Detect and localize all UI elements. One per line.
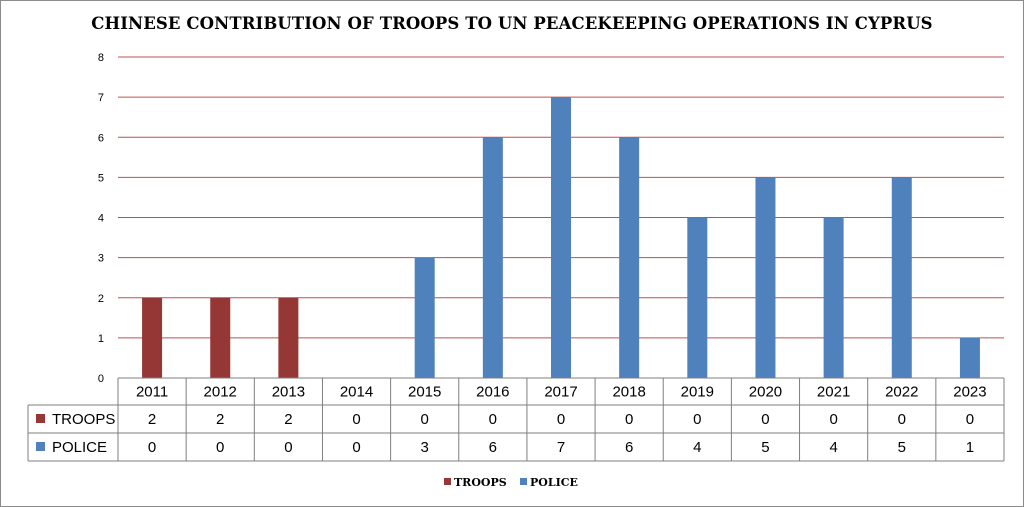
category-label: 2013 — [272, 384, 305, 401]
legend-label: POLICE — [530, 476, 578, 489]
bar-police-2023 — [959, 337, 980, 378]
bars — [142, 97, 980, 378]
bar-police-2022 — [891, 177, 912, 378]
y-axis: 0 1 2 3 4 5 6 7 8 — [98, 52, 104, 385]
table-value: 0 — [148, 439, 156, 456]
category-label: 2011 — [136, 384, 168, 401]
table-value: 6 — [489, 439, 497, 456]
table-value: 0 — [352, 411, 360, 428]
legend-key-police — [520, 478, 527, 485]
y-tick-label: 0 — [98, 373, 104, 385]
table-value: 3 — [421, 439, 429, 456]
data-table: 2011 2012 2013 2014 2015 2016 2017 2018 2019 2020… — [27, 377, 1005, 462]
table-value: 5 — [898, 439, 906, 456]
legend-label: TROOPS — [454, 476, 507, 489]
y-tick-label: 3 — [98, 253, 104, 265]
bar-police-2018 — [619, 137, 640, 378]
category-label: 2015 — [408, 384, 441, 401]
y-tick-label: 6 — [98, 132, 104, 144]
bar-police-2015 — [414, 257, 435, 378]
table-key-police — [36, 442, 45, 451]
table-value: 0 — [284, 439, 292, 456]
table-value: 0 — [352, 439, 360, 456]
table-value: 0 — [489, 411, 497, 428]
table-value: 0 — [898, 411, 906, 428]
bar-police-2019 — [687, 217, 708, 378]
table-value: 1 — [966, 439, 974, 456]
table-value: 0 — [966, 411, 974, 428]
table-value: 0 — [761, 411, 769, 428]
bar-police-2017 — [551, 97, 571, 378]
category-label: 2017 — [544, 384, 577, 401]
table-value: 7 — [557, 439, 565, 456]
table-value: 0 — [557, 411, 565, 428]
table-value: 6 — [625, 439, 633, 456]
category-label: 2018 — [612, 384, 645, 401]
table-value: 0 — [625, 411, 633, 428]
table-value: 4 — [693, 439, 701, 456]
bar-troops-2011 — [142, 297, 163, 378]
bar-police-2021 — [823, 217, 844, 378]
category-label: 2014 — [340, 384, 373, 401]
y-tick-label: 8 — [98, 52, 104, 64]
bar-troops-2012 — [210, 297, 231, 378]
table-series-label: TROOPS — [52, 411, 115, 428]
table-value: 0 — [216, 439, 224, 456]
table-key-troops — [36, 414, 45, 423]
category-label: 2016 — [476, 384, 509, 401]
table-value: 0 — [693, 411, 701, 428]
table-value: 2 — [148, 411, 156, 428]
table-value: 4 — [829, 439, 837, 456]
y-tick-label: 4 — [98, 213, 104, 225]
table-value: 2 — [216, 411, 224, 428]
y-tick-label: 5 — [98, 172, 104, 184]
y-tick-label: 7 — [98, 92, 104, 104]
category-label: 2019 — [681, 384, 714, 401]
chart-title: CHINESE CONTRIBUTION OF TROOPS TO UN PEA… — [91, 14, 933, 33]
y-tick-label: 1 — [98, 333, 104, 345]
bar-troops-2013 — [278, 297, 299, 378]
y-tick-label: 2 — [98, 293, 104, 305]
table-value: 5 — [761, 439, 769, 456]
table-series-label: POLICE — [52, 439, 107, 456]
bar-police-2016 — [482, 137, 503, 378]
category-label: 2023 — [953, 384, 986, 401]
category-label: 2021 — [817, 384, 850, 401]
table-value: 2 — [284, 411, 292, 428]
table-value: 0 — [829, 411, 837, 428]
table-value: 0 — [421, 411, 429, 428]
legend-key-troops — [444, 478, 451, 485]
category-label: 2012 — [204, 384, 237, 401]
category-label: 2020 — [749, 384, 782, 401]
category-label: 2022 — [885, 384, 918, 401]
legend: TROOPS POLICE — [444, 476, 578, 489]
bar-police-2020 — [755, 177, 776, 378]
